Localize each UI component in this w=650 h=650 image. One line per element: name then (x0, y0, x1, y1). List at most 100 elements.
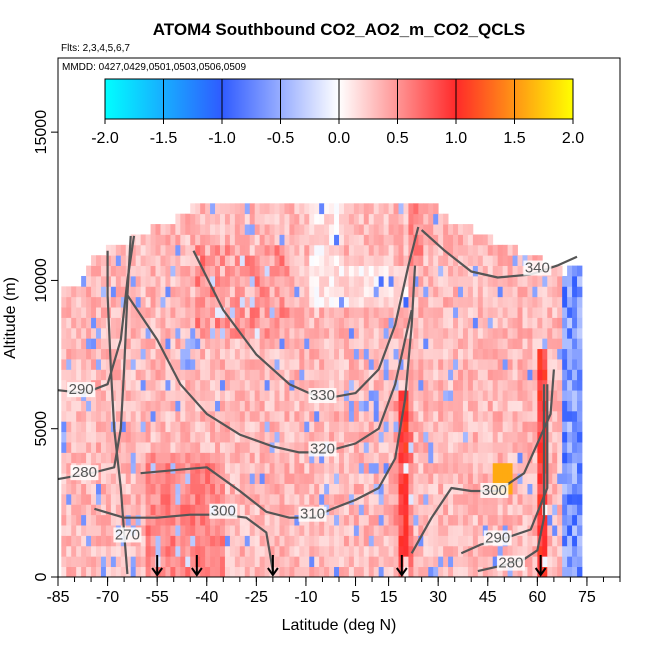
heatmap-cell (299, 421, 305, 433)
heatmap-cell (512, 286, 518, 298)
heatmap-cell (398, 317, 404, 329)
heatmap-cell (239, 462, 246, 474)
heatmap-cell (229, 400, 236, 412)
heatmap-cell (383, 286, 389, 298)
heatmap-cell (403, 545, 409, 557)
heatmap-cell (96, 525, 102, 536)
heatmap-cell (239, 296, 246, 308)
heatmap-cell (61, 327, 67, 339)
heatmap-cell (329, 286, 335, 298)
heatmap-cell (269, 545, 275, 557)
heatmap-cell (398, 493, 404, 505)
heatmap-cell (403, 504, 409, 516)
heatmap-cell (458, 307, 464, 318)
heatmap-cell (234, 338, 241, 350)
heatmap-cell (269, 275, 275, 287)
theta-contour-label: 340 (525, 260, 550, 277)
heatmap-cell (319, 473, 325, 484)
heatmap-cell (244, 275, 251, 287)
heatmap-cell (289, 265, 295, 277)
heatmap-cell (334, 359, 340, 370)
heatmap-cell (110, 265, 117, 277)
heatmap-cell (304, 327, 310, 339)
heatmap-cell (239, 338, 246, 350)
heatmap-cell (433, 286, 439, 298)
heatmap-cell (195, 275, 201, 287)
heatmap-cell (309, 421, 315, 433)
heatmap-cell (304, 421, 310, 433)
heatmap-cell (423, 390, 429, 401)
heatmap-cell (294, 504, 300, 516)
heatmap-cell (160, 327, 166, 339)
heatmap-cell (175, 525, 181, 536)
heatmap-cell (130, 514, 137, 526)
heatmap-cell (274, 379, 280, 391)
heatmap-cell (512, 504, 518, 516)
heatmap-cell (269, 224, 275, 235)
heatmap-cell (304, 307, 310, 318)
heatmap-cell (517, 525, 523, 536)
heatmap-cell (339, 255, 345, 266)
heatmap-cell (150, 369, 156, 381)
heatmap-cell (393, 504, 399, 516)
heatmap-cell (453, 369, 459, 381)
heatmap-cell (497, 473, 504, 484)
heatmap-cell (314, 545, 320, 557)
heatmap-cell (458, 296, 464, 308)
heatmap-cell (249, 431, 256, 443)
heatmap-cell (120, 462, 127, 474)
heatmap-cell (537, 275, 543, 287)
heatmap-cell (215, 265, 221, 277)
heatmap-cell (170, 327, 176, 339)
heatmap-cell (358, 338, 365, 350)
heatmap-cell (190, 369, 196, 381)
heatmap-cell (215, 421, 221, 433)
heatmap-cell (477, 265, 484, 277)
heatmap-cell (458, 265, 464, 277)
heatmap-cell (438, 452, 444, 464)
heatmap-cell (110, 327, 117, 339)
heatmap-cell (334, 296, 340, 308)
heatmap-cell (195, 203, 201, 215)
heatmap-cell (329, 224, 335, 235)
heatmap-cell (373, 545, 380, 557)
heatmap-cell (229, 307, 236, 318)
heatmap-cell (244, 545, 251, 557)
heatmap-cell (105, 431, 112, 443)
heatmap-cell (567, 473, 573, 484)
heatmap-cell (373, 525, 380, 536)
heatmap-cell (96, 514, 102, 526)
heatmap-cell (453, 348, 459, 360)
heatmap-cell (527, 327, 533, 339)
heatmap-cell (269, 338, 275, 350)
heatmap-cell (472, 359, 479, 370)
heatmap-cell (557, 348, 563, 360)
heatmap-cell (200, 421, 206, 433)
heatmap-cell (244, 286, 251, 298)
heatmap-cell (462, 275, 469, 287)
heatmap-cell (358, 265, 365, 277)
heatmap-cell (205, 493, 211, 505)
heatmap-cell (532, 431, 538, 443)
heatmap-cell (438, 359, 444, 370)
heatmap-cell (259, 286, 266, 298)
heatmap-cell (492, 359, 499, 370)
heatmap-cell (577, 286, 583, 298)
heatmap-cell (339, 327, 345, 339)
heatmap-cell (269, 504, 275, 516)
heatmap-cell (210, 348, 216, 360)
heatmap-cell (115, 504, 122, 516)
heatmap-cell (219, 493, 226, 505)
heatmap-cell (190, 379, 196, 391)
heatmap-cell (229, 390, 236, 401)
heatmap-cell (145, 545, 151, 557)
heatmap-cell (443, 545, 449, 557)
heatmap-cell (269, 535, 275, 547)
heatmap-cell (502, 545, 508, 557)
heatmap-cell (304, 255, 310, 266)
heatmap-cell (195, 338, 201, 350)
heatmap-cell (358, 348, 365, 360)
heatmap-cell (477, 493, 484, 505)
heatmap-cell (309, 545, 315, 557)
heatmap-cell (115, 421, 122, 433)
